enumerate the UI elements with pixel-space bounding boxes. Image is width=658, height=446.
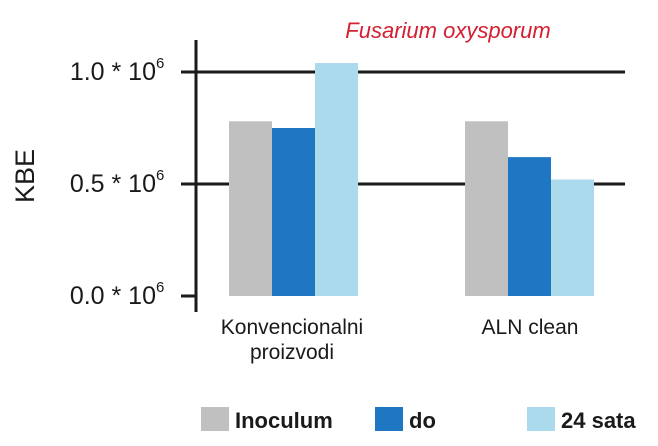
bar-1-do bbox=[272, 128, 315, 296]
legend-label-do: do bbox=[409, 408, 436, 433]
y-tick-label-2: 1.0 * 10 bbox=[70, 58, 156, 86]
bar-1-inoculum bbox=[229, 121, 272, 296]
legend-label-24-sata: 24 sata bbox=[561, 408, 636, 433]
y-tick-exponent-2: 6 bbox=[156, 55, 164, 72]
y-axis-label: KBE bbox=[10, 149, 40, 203]
bar-2-24-sata bbox=[551, 179, 594, 296]
bar-2-do bbox=[508, 157, 551, 296]
bars bbox=[229, 63, 594, 296]
y-axis-ticks: 0.0 * 10 60.5 * 10 61.0 * 10 6 bbox=[70, 55, 165, 310]
legend-label-inoculum: Inoculum bbox=[235, 408, 333, 433]
legend-swatch-do bbox=[375, 407, 403, 431]
category-labels: Konvencionalni proizvodi ALN clean bbox=[221, 316, 579, 364]
y-tick-label-0: 0.0 * 10 bbox=[70, 282, 156, 310]
legend-swatch-inoculum bbox=[201, 407, 229, 431]
y-tick-exponent-1: 6 bbox=[156, 167, 164, 184]
legend-swatch-24-sata bbox=[527, 407, 555, 431]
bar-2-inoculum bbox=[465, 121, 508, 296]
chart-title: Fusarium oxysporum bbox=[345, 18, 550, 43]
y-tick-exponent-0: 6 bbox=[156, 279, 164, 296]
y-tick-label-1: 0.5 * 10 bbox=[70, 170, 156, 198]
x-category-label-2: ALN clean bbox=[482, 316, 579, 339]
bar-1-24-sata bbox=[315, 63, 358, 296]
legend: Inoculum do 24 sata bbox=[201, 407, 636, 433]
x-category-label-1: Konvencionalni proizvodi bbox=[221, 316, 363, 364]
